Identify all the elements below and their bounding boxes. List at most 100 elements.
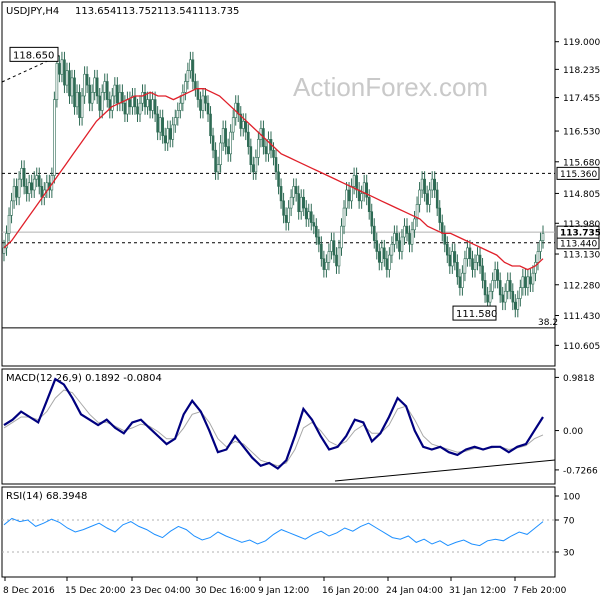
candle [103, 73, 107, 101]
candle [131, 88, 134, 115]
candle [166, 120, 170, 151]
candle [27, 174, 31, 202]
candle [274, 149, 278, 180]
candle [143, 84, 147, 115]
candle [325, 254, 328, 278]
candle [420, 171, 424, 198]
candle [327, 243, 331, 271]
candle [100, 84, 104, 119]
candle [493, 261, 497, 289]
candle [498, 272, 502, 303]
candle [304, 200, 308, 227]
price-tick-label: 117.455 [563, 94, 600, 104]
candle [163, 127, 167, 151]
candle [294, 178, 298, 202]
candle [531, 265, 535, 292]
candle [93, 69, 96, 101]
candle [171, 116, 175, 148]
macd-panel-frame [1, 368, 556, 485]
candle [211, 127, 215, 159]
candle [105, 73, 109, 108]
candle [315, 218, 318, 245]
candle [156, 106, 159, 141]
candle [337, 239, 341, 274]
candle [292, 178, 295, 206]
candle [410, 221, 414, 253]
candle [529, 268, 532, 292]
candle [231, 109, 235, 141]
candle [355, 167, 358, 198]
candle [141, 84, 144, 112]
candle [360, 185, 363, 209]
candle [433, 171, 436, 198]
price-level-box [556, 225, 600, 239]
candle [136, 98, 139, 122]
candle [247, 124, 250, 155]
candle [534, 254, 537, 282]
macd-line [3, 377, 544, 470]
candle [78, 84, 81, 126]
candle [408, 225, 411, 253]
candle [435, 182, 439, 217]
candle [405, 218, 409, 242]
candle [10, 192, 13, 224]
watermark: ActionForex.com [293, 72, 488, 102]
candle [35, 167, 39, 188]
candle [513, 294, 517, 318]
price-tick-label: 110.605 [563, 342, 600, 352]
candle [521, 268, 525, 296]
candle [511, 283, 515, 311]
candle [516, 290, 520, 318]
candle [483, 272, 487, 303]
candle [22, 160, 26, 195]
candle [365, 174, 368, 206]
candle [463, 250, 467, 282]
candle [186, 62, 190, 90]
candle [400, 229, 404, 260]
macd-tick-label: 0.00 [563, 427, 583, 437]
candle [116, 77, 119, 112]
candle [506, 272, 510, 300]
candle [153, 91, 157, 122]
candle [508, 272, 512, 300]
candle [224, 120, 227, 155]
candle [501, 286, 505, 311]
candle [284, 207, 288, 231]
macd-signal-line [3, 389, 544, 467]
candle [184, 73, 187, 101]
candle [317, 229, 321, 253]
candle [415, 196, 419, 227]
price-tick-label: 118.235 [563, 66, 600, 76]
candle [491, 272, 494, 300]
moving-average-line [3, 88, 544, 271]
candle [168, 120, 172, 148]
candle [7, 207, 11, 242]
price-tick-label: 116.530 [563, 128, 600, 138]
candle [25, 178, 28, 202]
candle [524, 268, 527, 296]
candle [90, 84, 94, 112]
price-axis: 119.000 118.235 117.455 116.530 115.680 114.8… [555, 38, 600, 352]
price-tick-label: 112.280 [563, 281, 600, 291]
candle [332, 232, 336, 264]
candle [362, 174, 366, 202]
candle [393, 225, 396, 253]
candle [347, 182, 351, 209]
candle [206, 95, 210, 122]
price-tick-label: 114.805 [563, 190, 600, 200]
fib-label: 38.2 [538, 318, 558, 328]
time-tick-label: 8 Dec 2016 [3, 586, 55, 596]
candle [241, 113, 245, 137]
rsi-panel-frame [1, 486, 556, 578]
candle [239, 106, 243, 137]
candle [58, 55, 61, 83]
candle [471, 250, 474, 278]
candle [146, 91, 149, 115]
candle [63, 51, 66, 94]
candle [309, 203, 313, 231]
candle [438, 200, 442, 231]
rsi-line [3, 517, 544, 547]
candle [413, 210, 416, 238]
candle [456, 254, 459, 285]
candle [451, 243, 454, 274]
